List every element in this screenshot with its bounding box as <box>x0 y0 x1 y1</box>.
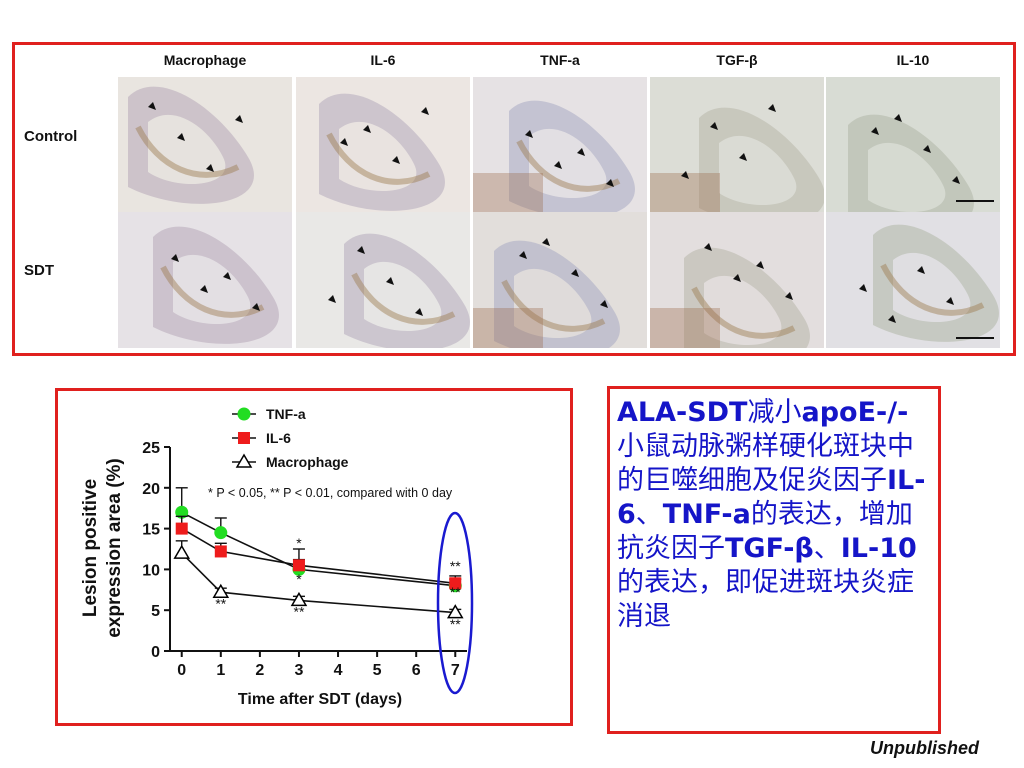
histology-panel <box>118 77 292 213</box>
series-line-il-6 <box>181 527 456 585</box>
x-tick-label: 5 <box>373 662 382 679</box>
column-header-macrophage: Macrophage <box>163 52 247 68</box>
column-header-tnfa: TNF-a <box>540 52 580 68</box>
data-point-il-6 <box>175 522 188 535</box>
caption-il6: IL-6 <box>617 465 926 530</box>
x-axis-label: Time after SDT (days) <box>238 691 402 708</box>
data-point-tnf-a <box>175 505 189 519</box>
unpublished-note: Unpublished <box>870 738 979 758</box>
chart-frame <box>55 388 573 726</box>
histology-panel <box>296 77 470 213</box>
significance-mark: * <box>296 571 302 587</box>
x-tick-label: 4 <box>334 662 343 679</box>
series-line-tnf-a <box>181 511 456 587</box>
y-tick-label: 20 <box>142 481 160 498</box>
x-tick-label: 6 <box>412 662 421 679</box>
data-point-macrophage <box>173 544 191 559</box>
caption-tgfb: TGF-β <box>725 533 814 564</box>
data-point-macrophage <box>212 583 230 598</box>
data-point-macrophage <box>290 591 308 607</box>
histology-panel <box>650 212 824 348</box>
caption-text: ALA-SDT减小apoE-/-小鼠动脉粥样硬化斑块中的巨噬细胞及促炎因子IL-… <box>617 396 933 634</box>
row-header-sdt: SDT <box>24 262 54 279</box>
x-tick-label: 1 <box>216 662 225 679</box>
x-tick-label: 0 <box>177 662 186 679</box>
y-tick-label: 0 <box>151 644 160 661</box>
significance-mark: * <box>296 535 302 551</box>
x-tick-label: 7 <box>451 662 460 679</box>
caption-mice-plaque: 小鼠动脉粥样硬化斑块中的巨噬细胞及促炎因子 <box>617 431 914 496</box>
legend-marker-tnf-a <box>237 407 251 421</box>
series-line-macrophage <box>181 552 456 614</box>
significance-annotation: * P < 0.05, ** P < 0.01, compared with 0… <box>208 486 453 500</box>
significance-mark: ** <box>450 584 461 600</box>
histology-panel <box>650 77 824 213</box>
caption-reduce: 减小 <box>747 397 802 428</box>
caption-resolution: 的表达，即促进斑块炎症消退 <box>617 567 914 632</box>
histology-frame <box>12 42 1016 356</box>
day7-highlight-ellipse <box>436 511 474 695</box>
column-header-tgfb: TGF-β <box>716 52 758 68</box>
y-tick-label: 15 <box>142 522 160 539</box>
chart-series <box>173 487 464 619</box>
data-point-macrophage <box>446 604 464 619</box>
data-point-tnf-a <box>214 526 228 540</box>
y-axis-label-line2: expression area (%) <box>104 458 125 638</box>
histology-panel <box>296 212 470 348</box>
significance-mark: ** <box>450 558 461 574</box>
significance-marks: ************ <box>215 535 461 632</box>
caption-sep1: 、 <box>635 499 663 530</box>
significance-mark: ** <box>294 604 305 620</box>
caption-il10: IL-10 <box>840 533 917 564</box>
caption-sep2: 、 <box>813 533 841 564</box>
histology-panel <box>473 77 647 213</box>
caption-ala-sdt: ALA-SDT <box>617 397 748 428</box>
data-point-il-6 <box>214 545 227 558</box>
caption-apoe: apoE-/- <box>801 397 909 428</box>
histology-panel <box>826 212 1000 348</box>
y-axis-label-line1: Lesion positive <box>80 479 101 617</box>
legend-label-il-6: IL-6 <box>266 430 291 446</box>
column-header-il10: IL-10 <box>896 52 930 68</box>
y-tick-label: 5 <box>151 603 160 620</box>
legend-label-macrophage: Macrophage <box>266 454 349 470</box>
chart-axes: 0 5 10 15 20 25 0 1 2 3 4 5 6 7 <box>142 440 467 679</box>
histology-panel <box>118 212 292 348</box>
x-tick-label: 2 <box>255 662 264 679</box>
legend-marker-il-6 <box>238 432 250 444</box>
column-header-il6: IL-6 <box>370 52 396 68</box>
x-tick-label: 3 <box>295 662 304 679</box>
y-tick-label: 10 <box>142 562 160 579</box>
legend-marker-macrophage <box>235 453 253 468</box>
histology-panel <box>473 212 647 348</box>
data-point-il-6 <box>292 559 305 572</box>
significance-mark: ** <box>450 616 461 632</box>
y-tick-label: 25 <box>142 440 160 457</box>
caption-tnfa: TNF-a <box>662 499 751 530</box>
row-header-control: Control <box>24 128 78 145</box>
significance-mark: ** <box>215 596 226 612</box>
histology-panel <box>826 77 1000 213</box>
chart-legend: TNF-a IL-6 Macrophage <box>232 406 349 470</box>
caption-antiinflammatory: 的表达，增加抗炎因子 <box>617 499 913 564</box>
legend-label-tnf-a: TNF-a <box>266 406 306 422</box>
expression-chart: TNF-a IL-6 Macrophage * P < 0.05, ** P < 0… <box>80 406 474 708</box>
caption-frame <box>607 386 941 734</box>
data-point-il-6 <box>449 577 462 590</box>
